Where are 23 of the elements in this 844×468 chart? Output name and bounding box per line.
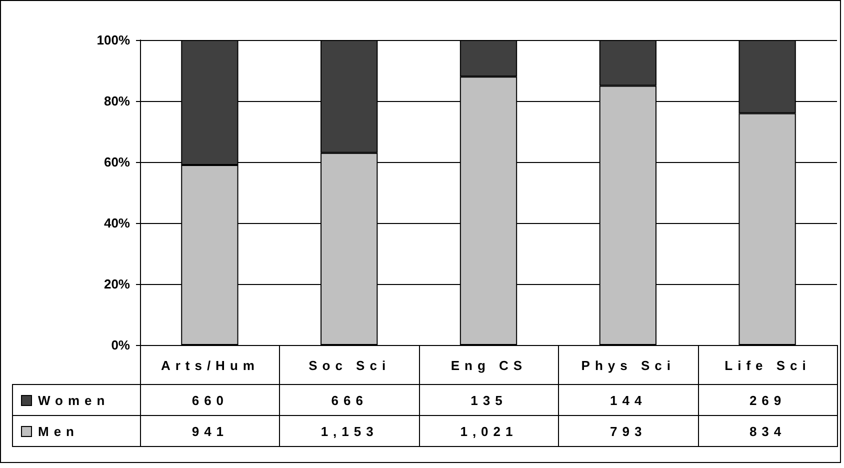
y-tick-label: 80% [104,94,130,108]
legend-label: Men [38,424,79,438]
x-tick-label: Phys Sci [558,345,699,385]
y-tick-label: 60% [104,154,130,170]
text: 269 [698,384,838,416]
legend-label: Women [38,392,110,408]
text: 144 [558,384,699,416]
y-tick-label: 0% [111,338,130,352]
x-tick-label: Soc Sci [279,345,420,385]
text: 666 [279,384,420,416]
text: 135 [418,384,560,416]
y-tick-label: 100% [96,32,130,48]
text: 941 [140,415,280,447]
x-tick-label: Arts/Hum [140,345,280,385]
text: 834 [698,415,838,447]
y-tick-label: 20% [104,276,130,292]
text: 1,021 [418,415,560,447]
text: 660 [140,384,280,416]
text: 793 [558,415,699,447]
x-tick-label: Life Sci [698,345,838,385]
x-tick-label: Eng CS [418,345,560,385]
text: 1,153 [279,415,420,447]
y-tick-label: 40% [104,216,130,230]
